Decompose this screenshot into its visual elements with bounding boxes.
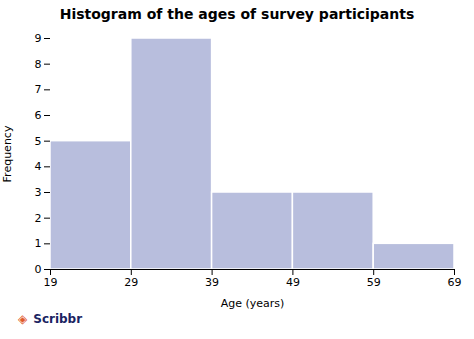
svg-text:3: 3 <box>35 186 42 199</box>
svg-text:0: 0 <box>35 263 42 276</box>
svg-text:7: 7 <box>35 83 42 96</box>
svg-text:1: 1 <box>35 237 42 250</box>
html-text:Histogram of the ages of surve: Histogram of the ages of survey particip… <box>59 6 415 22</box>
svg-text:29: 29 <box>124 276 138 289</box>
svg-text:19: 19 <box>44 276 58 289</box>
svg-text:5: 5 <box>35 135 42 148</box>
svg-text:2: 2 <box>35 212 42 225</box>
svg-text:4: 4 <box>35 160 42 173</box>
svg-text:69: 69 <box>448 276 462 289</box>
svg-text:59: 59 <box>367 276 381 289</box>
svg-text:39: 39 <box>205 276 219 289</box>
svg-text:49: 49 <box>286 276 300 289</box>
svg-text:Age (years): Age (years) <box>221 297 285 310</box>
svg-text:8: 8 <box>35 58 42 71</box>
svg-text:9: 9 <box>35 32 42 45</box>
svg-text:Frequency: Frequency <box>1 125 14 182</box>
html-text:Scribbr: Scribbr <box>33 312 83 326</box>
svg-text:6: 6 <box>35 109 42 122</box>
